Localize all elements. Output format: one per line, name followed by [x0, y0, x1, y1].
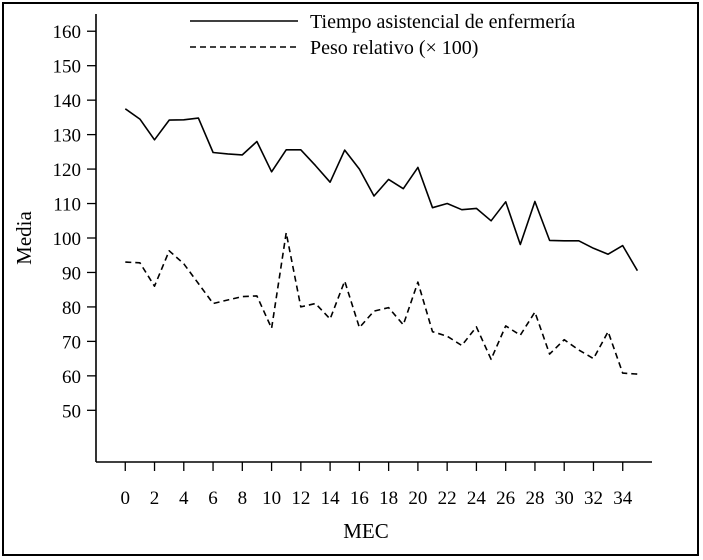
y-tick-label: 70 [62, 332, 81, 353]
y-tick-label: 90 [62, 263, 81, 284]
legend-label-peso: Peso relativo (× 100) [310, 37, 478, 59]
x-tick-label: 16 [350, 488, 369, 509]
y-tick-label: 160 [53, 22, 82, 43]
x-tick-label: 28 [525, 488, 544, 509]
x-tick-label: 4 [179, 488, 189, 509]
y-tick-label: 100 [53, 229, 82, 250]
axes [95, 14, 652, 463]
x-tick-label: 8 [238, 488, 248, 509]
x-tick-label: 30 [555, 488, 574, 509]
x-tick-label: 20 [408, 488, 427, 509]
y-axis: 50 60 70 80 90 100 110 120 130 140 150 160 [53, 22, 96, 422]
y-tick-label: 150 [53, 57, 82, 78]
legend-label-tiempo: Tiempo asistencial de enfermería [310, 11, 575, 33]
y-axis-title: Media [12, 211, 36, 265]
x-tick-label: 14 [321, 488, 341, 509]
x-tick-label: 22 [438, 488, 457, 509]
x-tick-label: 2 [150, 488, 160, 509]
x-tick-label: 24 [467, 488, 487, 509]
x-tick-label: 0 [121, 488, 131, 509]
y-tick-label: 140 [53, 91, 82, 112]
y-tick-label: 80 [62, 298, 81, 319]
y-tick-label: 50 [62, 401, 81, 422]
series-line-tiempo [124, 108, 639, 272]
x-tick-label: 6 [208, 488, 218, 509]
x-tick-label: 10 [262, 488, 281, 509]
x-tick-label: 32 [584, 488, 603, 509]
y-tick-label: 110 [53, 195, 81, 216]
series-lines [124, 108, 639, 375]
x-axis-title: MEC [343, 519, 389, 543]
x-tick-label: 26 [496, 488, 515, 509]
y-tick-label: 130 [53, 126, 82, 147]
x-tick-label: 18 [379, 488, 398, 509]
y-tick-label: 60 [62, 367, 81, 388]
x-tick-label: 12 [291, 488, 310, 509]
y-tick-label: 120 [53, 160, 82, 181]
x-tick-label: 34 [613, 488, 633, 509]
legend: Tiempo asistencial de enfermería Peso re… [190, 11, 575, 59]
x-axis: 0 2 4 6 8 10 12 14 16 18 20 22 24 26 28 30 32 34 [121, 462, 633, 509]
series-line-peso [125, 232, 638, 375]
